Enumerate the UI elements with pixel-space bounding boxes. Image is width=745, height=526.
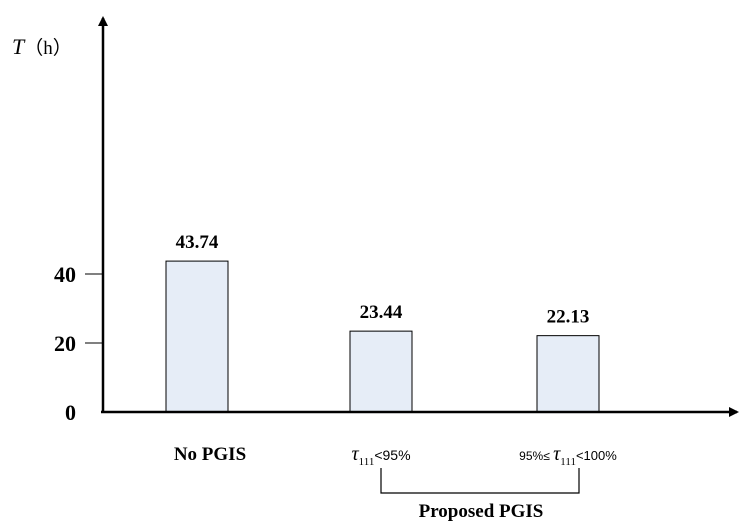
data-label-3: 22.13 — [547, 307, 590, 328]
y-tick-label-0: 0 — [65, 400, 76, 425]
y-tick-label-40: 40 — [54, 262, 76, 287]
group-bracket — [380, 468, 580, 494]
y-axis-label: T（h） — [12, 34, 72, 59]
x-tick-label-95-le-tau-lt-100: 95%≤ τ111<100% — [519, 443, 617, 468]
data-label-1: 43.74 — [176, 232, 219, 253]
bar-2 — [349, 330, 413, 413]
group-label-proposed-pgis: Proposed PGIS — [419, 501, 544, 522]
y-ticks-layer: 0 20 40 — [54, 262, 103, 425]
data-label-2: 23.44 — [360, 302, 403, 323]
data-labels-layer: 43.74 23.44 22.13 — [176, 232, 590, 328]
bar-1 — [165, 260, 229, 413]
x-tick-label-no-pgis: No PGIS — [174, 444, 246, 465]
bar-3 — [536, 335, 600, 413]
y-tick-label-20: 20 — [54, 331, 76, 356]
bars-layer — [165, 260, 600, 413]
x-tick-label-tau-lt-95: τ111<95% — [351, 443, 410, 468]
